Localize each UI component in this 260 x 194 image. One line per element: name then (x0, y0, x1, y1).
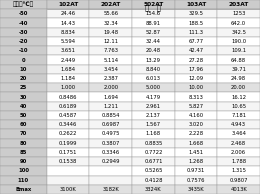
Text: 型   号: 型 号 (145, 4, 161, 11)
